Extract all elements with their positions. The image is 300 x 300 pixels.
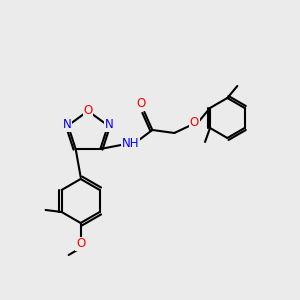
Text: N: N bbox=[105, 118, 113, 131]
Text: N: N bbox=[63, 118, 71, 131]
Text: O: O bbox=[76, 238, 85, 250]
Text: NH: NH bbox=[122, 137, 139, 151]
Text: O: O bbox=[190, 116, 199, 130]
Text: O: O bbox=[83, 104, 93, 118]
Text: O: O bbox=[137, 98, 146, 110]
